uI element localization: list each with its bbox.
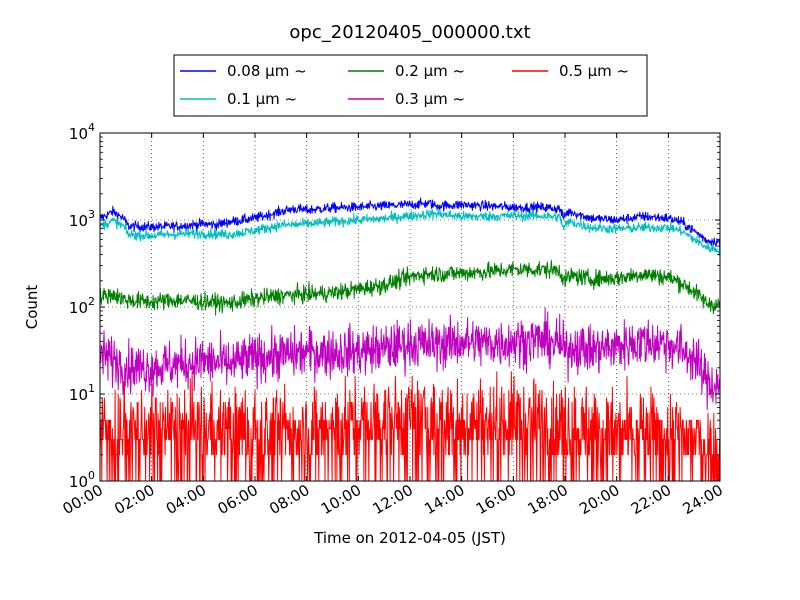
legend-label: 0.08 μm ~ <box>227 62 307 80</box>
x-tick-label: 04:00 <box>163 481 209 518</box>
x-tick-labels: 00:00 02:00 04:00 06:00 08:00 10:00 12:00 14:00… <box>60 481 726 518</box>
axis-ticks <box>99 132 721 482</box>
x-tick-label: 10:00 <box>318 481 364 518</box>
series-line <box>100 259 720 316</box>
x-tick-label: 22:00 <box>628 481 674 518</box>
x-tick-label: 06:00 <box>215 481 261 518</box>
series-line <box>100 197 720 247</box>
series-line <box>100 208 720 256</box>
y-tick-labels: 100 101 102 103 104 <box>69 121 95 491</box>
x-tick-label: 16:00 <box>473 481 519 518</box>
x-tick-label: 08:00 <box>266 481 312 518</box>
legend-box <box>173 54 648 117</box>
legend-label: 0.5 μm ~ <box>559 62 629 80</box>
grid <box>100 133 720 481</box>
x-tick-label: 02:00 <box>111 481 157 518</box>
x-tick-label: 18:00 <box>525 481 571 518</box>
x-tick-label: 24:00 <box>680 481 726 518</box>
legend-label: 0.3 μm ~ <box>395 90 465 108</box>
chart-title: opc_20120405_000000.txt <box>289 22 530 43</box>
y-tick-label: 104 <box>69 121 95 143</box>
series-lines <box>100 197 720 481</box>
legend: 0.08 μm ~ 0.1 μm ~ 0.2 μm ~ 0.3 μm ~ 0.5 μm … <box>173 54 648 117</box>
x-tick-label: 20:00 <box>576 481 622 518</box>
y-axis-label: Count <box>23 285 41 330</box>
y-tick-label: 102 <box>69 295 95 317</box>
y-tick-label: 103 <box>69 208 95 230</box>
x-tick-label: 14:00 <box>421 481 467 518</box>
x-axis-label: Time on 2012-04-05 (JST) <box>313 529 506 547</box>
legend-label: 0.1 μm ~ <box>227 90 297 108</box>
y-tick-label: 100 <box>69 469 95 491</box>
series-line <box>100 371 720 481</box>
legend-label: 0.2 μm ~ <box>395 62 465 80</box>
y-tick-label: 101 <box>69 382 95 404</box>
x-tick-label: 12:00 <box>370 481 416 518</box>
series-line <box>100 307 720 411</box>
